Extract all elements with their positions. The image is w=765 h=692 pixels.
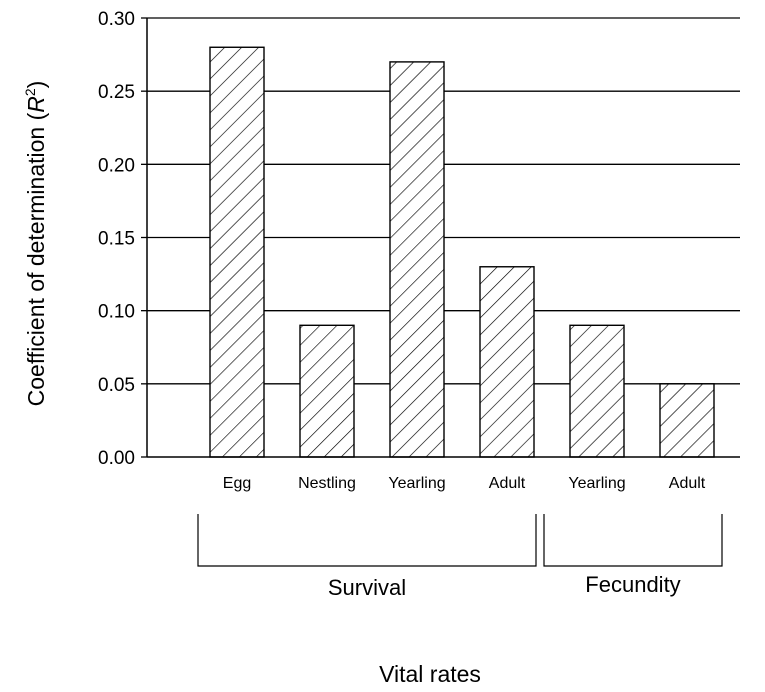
y-tick-label: 0.00 xyxy=(98,448,135,469)
y-tick-label: 0.15 xyxy=(98,229,135,250)
x-tick-label: Egg xyxy=(223,475,251,492)
y-axis-label: Coefficient of determination (R2) xyxy=(22,81,49,407)
group-label-survival: Survival xyxy=(328,575,406,600)
x-tick-label: Yearling xyxy=(568,475,625,492)
bar-egg-0 xyxy=(209,46,265,458)
group-bracket-survival xyxy=(197,514,537,567)
bar-yearling-4 xyxy=(569,324,625,458)
y-tick-label: 0.10 xyxy=(98,302,135,323)
bar-nestling-1 xyxy=(299,324,355,458)
x-tick-label: Adult xyxy=(669,475,706,492)
y-tick-label: 0.20 xyxy=(98,155,135,176)
axes xyxy=(141,17,740,458)
x-axis-label: Vital rates xyxy=(379,661,481,687)
x-tick-label: Adult xyxy=(489,475,526,492)
bars xyxy=(209,46,715,458)
bar-yearling-2 xyxy=(389,61,445,458)
x-tick-labels: Egg Nestling Yearling Adult Yearling Adult xyxy=(223,475,706,492)
y-tick-label: 0.30 xyxy=(98,9,135,30)
x-tick-label: Yearling xyxy=(388,475,445,492)
group-bracket-fecundity xyxy=(543,514,723,567)
bar-adult-5 xyxy=(659,383,715,458)
y-tick-labels: 0.00 0.05 0.10 0.15 0.20 0.25 0.30 xyxy=(98,9,135,469)
x-tick-label: Nestling xyxy=(298,475,356,492)
y-tick-label: 0.25 xyxy=(98,82,135,103)
y-tick-label: 0.05 xyxy=(98,375,135,396)
category-groups: Survival Fecundity xyxy=(197,514,723,600)
group-label-fecundity: Fecundity xyxy=(585,572,680,597)
bar-adult-3 xyxy=(479,266,535,458)
